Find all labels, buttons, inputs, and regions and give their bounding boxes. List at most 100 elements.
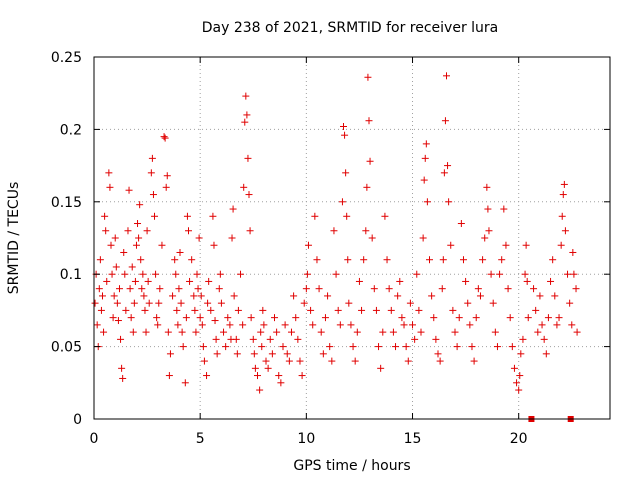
- data-point: [536, 292, 544, 300]
- data-point: [353, 328, 361, 336]
- y-tick-label: 0.15: [51, 195, 82, 211]
- data-point: [120, 248, 128, 256]
- data-point: [244, 154, 252, 162]
- data-point: [417, 328, 425, 336]
- data-point: [479, 256, 487, 264]
- data-point: [487, 270, 495, 278]
- data-point: [464, 299, 472, 307]
- data-point: [355, 277, 363, 285]
- data-point: [516, 372, 524, 380]
- data-point: [113, 299, 121, 307]
- data-point: [438, 285, 446, 293]
- data-point: [345, 299, 353, 307]
- data-point: [398, 314, 406, 322]
- data-point: [557, 241, 565, 249]
- data-point: [222, 343, 230, 351]
- data-point: [523, 277, 531, 285]
- data-point: [440, 169, 448, 177]
- data-point: [428, 292, 436, 300]
- data-point: [294, 335, 302, 343]
- data-point: [411, 335, 419, 343]
- data-point: [521, 270, 529, 278]
- x-tick-label: 10: [297, 431, 315, 447]
- data-point: [493, 343, 501, 351]
- data-point: [211, 317, 219, 325]
- data-point: [483, 183, 491, 191]
- data-point: [164, 328, 172, 336]
- data-point: [519, 335, 527, 343]
- data-point: [311, 212, 319, 220]
- data-point: [134, 220, 142, 228]
- data-point: [317, 328, 325, 336]
- data-point: [257, 328, 265, 336]
- data-point: [363, 183, 371, 191]
- data-point: [489, 299, 497, 307]
- data-point: [215, 285, 223, 293]
- data-point: [136, 201, 144, 209]
- data-points: [91, 72, 581, 394]
- data-point: [445, 198, 453, 206]
- data-point: [160, 133, 168, 141]
- data-point: [118, 364, 126, 372]
- data-point: [228, 234, 236, 242]
- data-point: [198, 321, 206, 329]
- data-point: [275, 372, 283, 380]
- data-point: [496, 270, 504, 278]
- data-point: [349, 343, 357, 351]
- ticks: 0 5 10 15 20 0 0.05 0.1 0.15 0.2 0.25: [51, 50, 610, 447]
- data-point: [569, 248, 577, 256]
- y-tick-label: 0.25: [51, 50, 82, 66]
- data-point: [538, 321, 546, 329]
- data-point: [142, 328, 150, 336]
- data-point: [336, 321, 344, 329]
- x-axis-label: GPS time / hours: [293, 458, 410, 474]
- data-point: [141, 306, 149, 314]
- data-point: [110, 292, 118, 300]
- data-point: [182, 314, 190, 322]
- data-point: [484, 205, 492, 213]
- data-point: [237, 270, 245, 278]
- data-point: [205, 277, 213, 285]
- x-tick-label: 0: [90, 431, 99, 447]
- data-point: [114, 317, 122, 325]
- data-point: [239, 321, 247, 329]
- data-point: [184, 227, 192, 235]
- data-point: [422, 140, 430, 148]
- data-point: [319, 350, 327, 358]
- data-point: [400, 321, 408, 329]
- data-point: [258, 343, 266, 351]
- data-point: [364, 73, 372, 81]
- data-point: [264, 364, 272, 372]
- data-point: [442, 72, 450, 80]
- data-point: [330, 227, 338, 235]
- data-point: [466, 321, 474, 329]
- data-point: [254, 372, 262, 380]
- data-point: [432, 335, 440, 343]
- data-point: [112, 263, 120, 271]
- data-point: [419, 234, 427, 242]
- data-point: [194, 285, 202, 293]
- data-point: [273, 328, 281, 336]
- plot-frame: [93, 56, 611, 420]
- data-point: [277, 379, 285, 387]
- data-point: [119, 374, 127, 382]
- data-point: [420, 176, 428, 184]
- data-point: [387, 306, 395, 314]
- data-point: [470, 357, 478, 365]
- data-point: [423, 198, 431, 206]
- data-point: [564, 270, 572, 278]
- data-point: [105, 169, 113, 177]
- data-point: [449, 306, 457, 314]
- data-point: [500, 205, 508, 213]
- data-point: [304, 241, 312, 249]
- data-point: [245, 191, 253, 199]
- data-point: [250, 350, 258, 358]
- data-point: [392, 343, 400, 351]
- data-point: [131, 277, 139, 285]
- data-point: [246, 227, 254, 235]
- data-point: [155, 299, 163, 307]
- data-point: [101, 212, 109, 220]
- data-point: [385, 285, 393, 293]
- data-point: [298, 372, 306, 380]
- data-point: [515, 386, 523, 394]
